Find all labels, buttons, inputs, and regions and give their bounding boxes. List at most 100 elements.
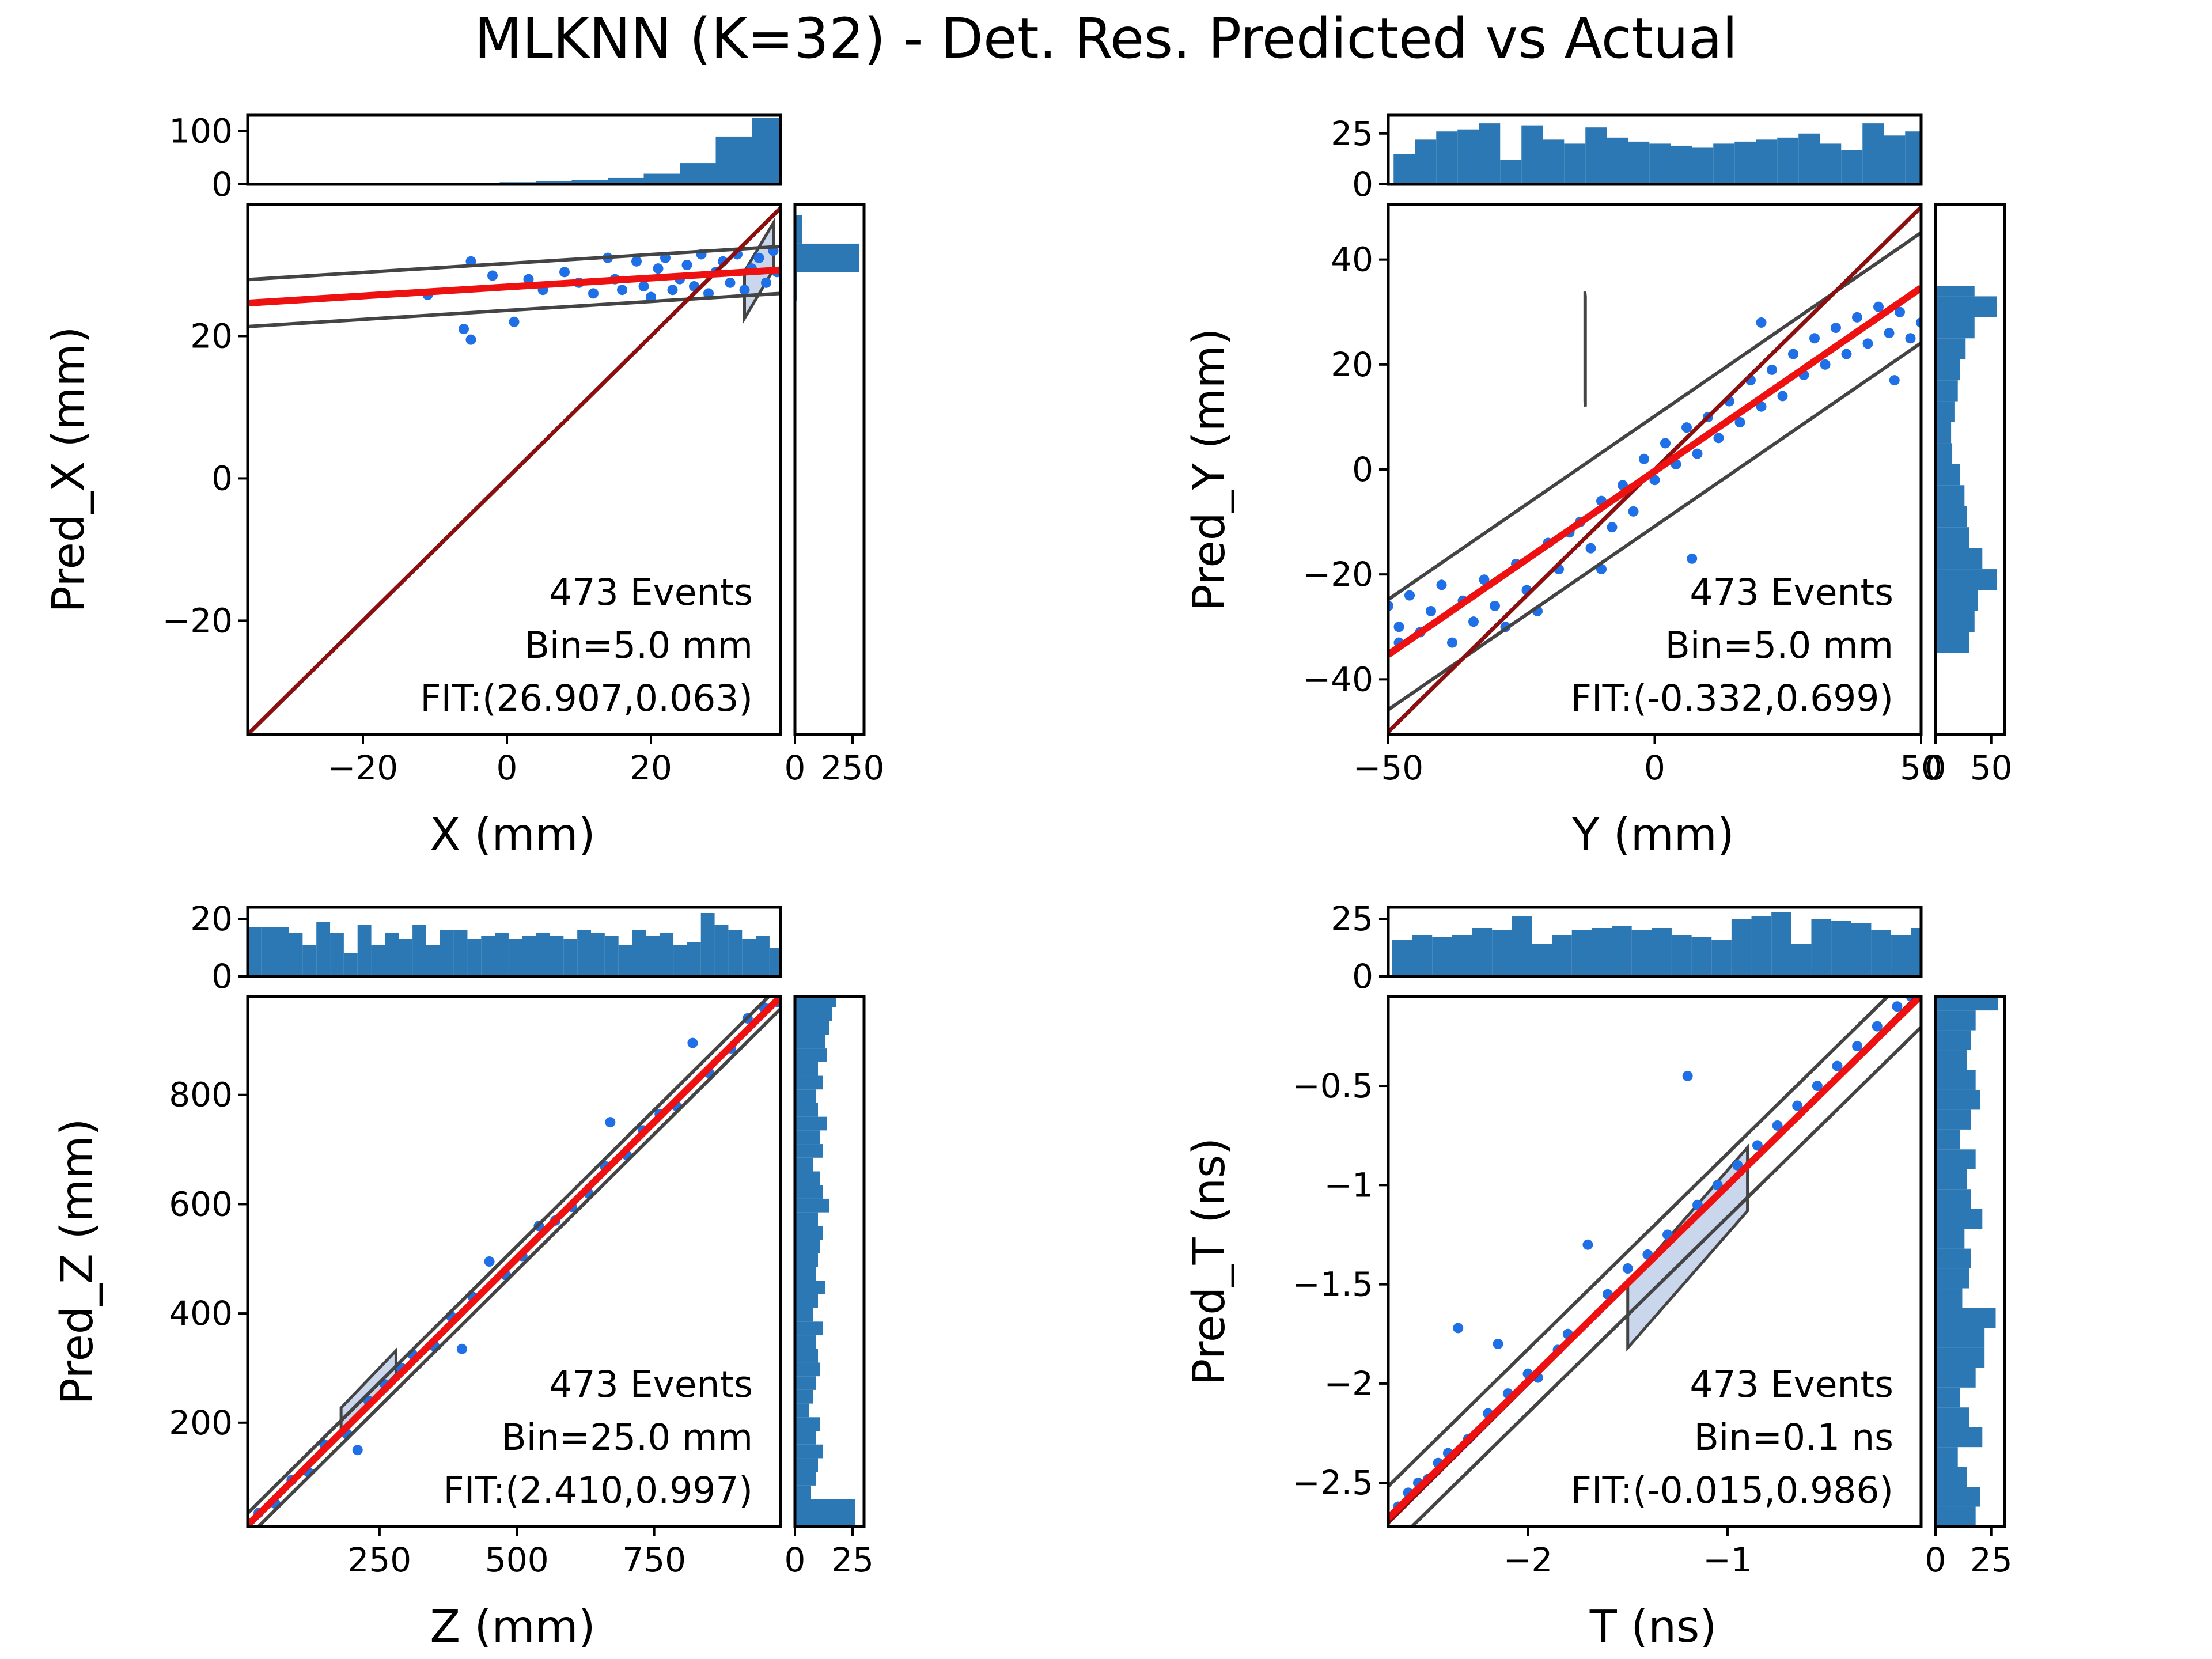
hist-bar	[1820, 143, 1842, 184]
y-tick-label: 800	[169, 1075, 233, 1115]
top-hist-y-tick-label: 0	[1352, 957, 1373, 996]
top-marginal-histogram	[248, 913, 781, 976]
scatter-point	[1453, 1323, 1464, 1334]
scatter-point	[588, 288, 599, 299]
band-lower-line	[1409, 1026, 1921, 1527]
scatter-point	[1607, 522, 1618, 533]
hist-bar	[1543, 139, 1565, 184]
scatter-point	[465, 334, 476, 345]
hist-bar	[646, 936, 660, 976]
annotation-text: Bin=25.0 mm	[502, 1416, 753, 1459]
hist-bar	[680, 163, 716, 184]
hist-bar	[795, 1349, 818, 1363]
hist-bar	[1751, 916, 1772, 976]
hist-bar	[714, 925, 729, 976]
y-axis-label: Pred_Z (mm)	[52, 1118, 103, 1404]
right-hist-frame	[793, 995, 866, 1528]
hist-bar	[371, 945, 385, 976]
top-marginal-histogram	[1393, 123, 1921, 184]
x-tick-label: −1	[1703, 1540, 1752, 1580]
hist-bar	[1432, 937, 1452, 976]
scatter-point	[725, 277, 736, 288]
scatter-point	[667, 285, 678, 296]
fit-line	[1388, 285, 1921, 658]
annotation-text: 473 Events	[1690, 571, 1893, 613]
hist-bar	[1936, 1189, 1971, 1209]
hist-bar	[1500, 160, 1522, 184]
hist-bar	[1652, 928, 1672, 976]
top-hist-y-tick-label: 25	[1331, 114, 1373, 153]
hist-bar	[536, 181, 572, 184]
hist-bar	[1592, 928, 1612, 976]
scatter-point	[1820, 359, 1831, 370]
hist-bar	[1756, 139, 1778, 184]
hist-bar	[1936, 1169, 1967, 1190]
hist-bar	[795, 1431, 816, 1445]
scatter-point	[1732, 1160, 1743, 1171]
x-axis-label: Z (mm)	[430, 1601, 595, 1653]
scatter-point	[1713, 433, 1724, 444]
hist-bar	[440, 930, 454, 976]
annotation-text: FIT:(-0.332,0.699)	[1571, 677, 1893, 719]
x-tick-label: 0	[1644, 748, 1665, 787]
scatter-point	[1841, 349, 1852, 359]
scatter-point	[1490, 600, 1500, 611]
scatter-point	[1884, 328, 1895, 339]
scatter-point	[1832, 1060, 1843, 1071]
hist-bar	[1936, 1407, 1969, 1427]
hist-bar	[1791, 944, 1812, 976]
scatter-point	[638, 281, 649, 292]
top-hist-y-tick-label: 0	[1352, 165, 1373, 204]
hist-bar	[1936, 380, 1958, 402]
hist-bar	[385, 933, 399, 976]
scatter-point	[352, 1445, 363, 1456]
right-hist-frame	[1934, 203, 2006, 736]
right-hist-x-tick-label: 0	[1925, 1540, 1946, 1580]
y-axis-label: Pred_Y (mm)	[1184, 328, 1235, 611]
hist-bar	[1798, 133, 1820, 184]
hist-bar	[1936, 359, 1960, 381]
scatter-point	[1873, 301, 1884, 312]
hist-bar	[1711, 940, 1732, 976]
hist-bar	[618, 945, 632, 976]
scatter-point	[1852, 1041, 1863, 1052]
hist-bar	[795, 1417, 820, 1431]
scatter-point	[1852, 312, 1862, 323]
annotation-text: Bin=5.0 mm	[1665, 624, 1893, 666]
hist-bar	[795, 1499, 855, 1513]
hist-bar	[795, 1116, 827, 1131]
scatter-point	[1777, 391, 1788, 402]
scatter-point	[1436, 579, 1447, 590]
hist-bar	[1936, 296, 1997, 317]
figure-title: MLKNN (K=32) - Det. Res. Predicted vs Ac…	[475, 6, 1738, 71]
hist-bar	[1392, 940, 1412, 976]
hist-bar	[399, 939, 413, 976]
hist-bar	[1532, 944, 1552, 976]
plot-frame	[246, 203, 782, 736]
scatter-point	[1622, 1263, 1633, 1274]
annotation-text: FIT:(26.907,0.063)	[420, 677, 753, 719]
top-marginal-histogram	[464, 118, 781, 184]
hist-bar	[1936, 485, 1965, 506]
hist-bar	[795, 215, 802, 244]
hist-bar	[715, 136, 752, 184]
hist-bar	[752, 118, 781, 184]
hist-bar	[1936, 1030, 1971, 1051]
hist-bar	[1831, 921, 1851, 976]
scatter-point	[1756, 317, 1767, 328]
hist-bar	[795, 1157, 813, 1172]
hist-bar	[1936, 401, 1955, 423]
hist-bar	[1936, 1248, 1971, 1269]
hist-bar	[1936, 1368, 1976, 1388]
plot-area	[248, 997, 781, 1527]
hist-bar	[1936, 1129, 1960, 1150]
fit-line	[248, 266, 781, 307]
x-tick-label: 500	[485, 1540, 549, 1580]
hist-bar	[795, 1403, 809, 1418]
scatter-point	[1393, 622, 1404, 632]
hist-bar	[1552, 935, 1572, 976]
hist-bar	[1905, 131, 1921, 184]
scatter-point	[1905, 333, 1916, 344]
